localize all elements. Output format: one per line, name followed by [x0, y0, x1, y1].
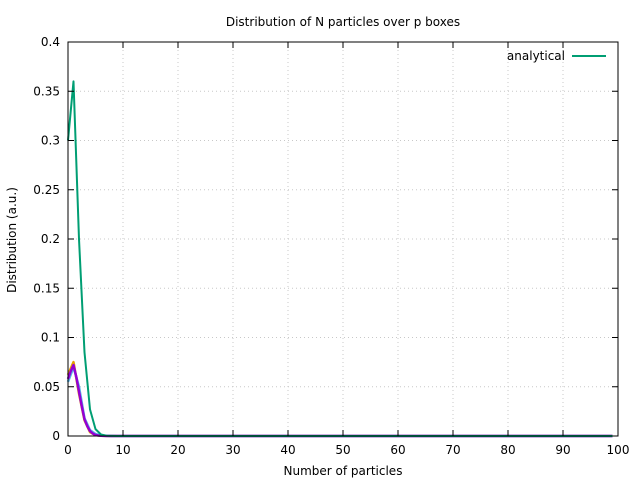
x-tick-label: 80	[500, 443, 515, 457]
y-tick-label: 0.2	[41, 232, 60, 246]
y-tick-label: 0.4	[41, 35, 60, 49]
series-line-2	[66, 365, 613, 438]
series-layer	[66, 80, 613, 438]
x-tick-label: 20	[170, 443, 185, 457]
series-line-0	[67, 80, 613, 437]
chart-title: Distribution of N particles over p boxes	[226, 15, 460, 29]
y-tick-label: 0.3	[41, 134, 60, 148]
y-tick-label: 0.15	[33, 281, 60, 295]
legend: analytical	[507, 49, 606, 63]
series-line-1	[66, 363, 613, 438]
x-tick-label: 100	[607, 443, 630, 457]
ticks: 0 10 20 30 40 50 60 70 80 90 100 0 0.05 0.1 0.15 0.2 0.2…	[33, 35, 629, 457]
y-tick-label: 0.25	[33, 183, 60, 197]
legend-label-analytical: analytical	[507, 49, 565, 63]
x-tick-label: 40	[280, 443, 295, 457]
x-tick-label: 70	[445, 443, 460, 457]
y-tick-label: 0.05	[33, 380, 60, 394]
x-tick-label: 30	[225, 443, 240, 457]
x-tick-label: 10	[115, 443, 130, 457]
y-tick-label: 0.1	[41, 331, 60, 345]
x-axis-label: Number of particles	[284, 464, 403, 478]
y-axis-label: Distribution (a.u.)	[5, 187, 19, 293]
y-tick-label: 0.35	[33, 84, 60, 98]
grid	[68, 42, 618, 436]
x-tick-label: 90	[555, 443, 570, 457]
series-line-3	[66, 360, 613, 438]
y-tick-label: 0	[52, 429, 60, 443]
x-tick-label: 0	[64, 443, 72, 457]
x-tick-label: 50	[335, 443, 350, 457]
x-tick-label: 60	[390, 443, 405, 457]
